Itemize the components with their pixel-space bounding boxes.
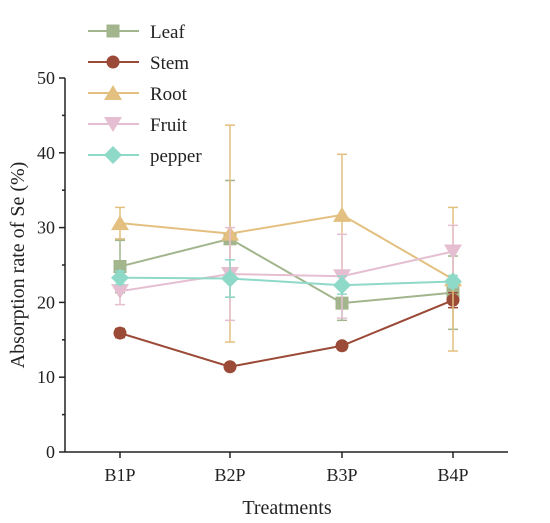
data-point-pepper [333, 276, 351, 295]
x-tick-label: B3P [326, 465, 357, 485]
legend-marker [104, 146, 122, 164]
x-tick-label: B1P [104, 465, 135, 485]
y-tick-label: 10 [37, 367, 55, 387]
legend-label: pepper [150, 146, 202, 167]
data-point-fruit [111, 284, 129, 300]
y-axis-title: Absorption rate of Se (%) [7, 162, 29, 369]
series-line-leaf [119, 237, 454, 305]
y-tick-label: 40 [37, 143, 55, 163]
series-leaf [113, 179, 460, 331]
data-point-pepper [444, 272, 462, 291]
x-tick-label: B4P [437, 465, 468, 485]
y-tick-label: 20 [37, 292, 55, 312]
x-axis-title: Treatments [242, 497, 331, 519]
y-tick-label: 30 [37, 218, 55, 238]
data-point-stem [113, 326, 127, 340]
data-point-pepper [111, 268, 129, 287]
series-pepper [111, 259, 462, 298]
legend-marker [106, 55, 120, 69]
y-tick-label: 0 [46, 442, 55, 462]
legend-marker [106, 24, 120, 38]
plot-area [111, 124, 462, 374]
series-line-pepper [119, 276, 454, 287]
series-stem [113, 291, 460, 374]
legend-marker [104, 117, 122, 132]
data-point-stem [223, 360, 237, 374]
data-point-leaf [113, 259, 127, 273]
legend-marker [104, 85, 122, 100]
data-point-fruit [444, 244, 462, 260]
y-tick-label: 50 [37, 68, 55, 88]
series-line-fruit [119, 250, 454, 293]
series-line-stem [119, 299, 454, 368]
legend-label: Leaf [150, 22, 185, 43]
data-point-root [333, 206, 351, 222]
axes: 0 10 20 30 40 50 B1P B2P B3P B4P [37, 68, 508, 485]
legend-label: Root [150, 84, 188, 105]
series-fruit [111, 224, 462, 322]
data-point-stem [335, 339, 349, 353]
data-point-root [111, 215, 129, 231]
series-line-root [119, 213, 454, 281]
legend-label: Fruit [150, 115, 188, 136]
legend: Leaf Stem Root Fruit pepper [88, 22, 202, 167]
data-point-pepper [221, 269, 239, 288]
legend-label: Stem [150, 53, 189, 74]
x-tick-label: B2P [214, 465, 245, 485]
